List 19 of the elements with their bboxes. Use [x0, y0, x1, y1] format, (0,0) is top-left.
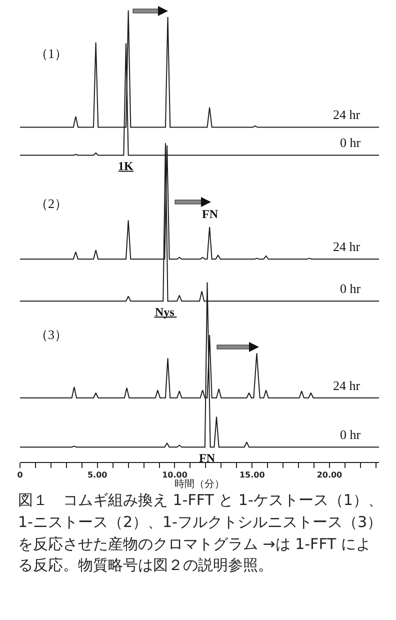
annotation: FN	[202, 207, 218, 221]
x-tick-label: 10.00	[162, 470, 188, 480]
series-label: 24 hr	[333, 107, 361, 122]
x-tick-label: 20.00	[316, 470, 343, 480]
annotation: Nys	[155, 305, 175, 319]
series-label: 0 hr	[340, 135, 362, 150]
annotation: （1）	[35, 46, 68, 61]
annotation: （2）	[35, 196, 68, 211]
x-tick-label: 15.00	[239, 470, 266, 480]
annotation: FN	[199, 451, 216, 465]
caption: 図１ コムギ組み換え 1-FFT と 1-ケストース（1）、1-ニストース（2）、1-フルクトシルニストース（3）を反応させた産物のクロマトグラム →は 1-FFT による反応。物質略号は図２の説明参照。	[18, 490, 384, 576]
annotation: （3）	[35, 327, 68, 342]
annotation: 1K	[118, 159, 134, 173]
series-label: 24 hr	[333, 378, 361, 393]
x-tick-label: 0	[17, 470, 24, 480]
series-label: 24 hr	[333, 239, 361, 254]
x-tick-label: 5.00	[87, 470, 108, 480]
series-label: 0 hr	[340, 427, 362, 442]
series-label: 0 hr	[340, 281, 362, 296]
